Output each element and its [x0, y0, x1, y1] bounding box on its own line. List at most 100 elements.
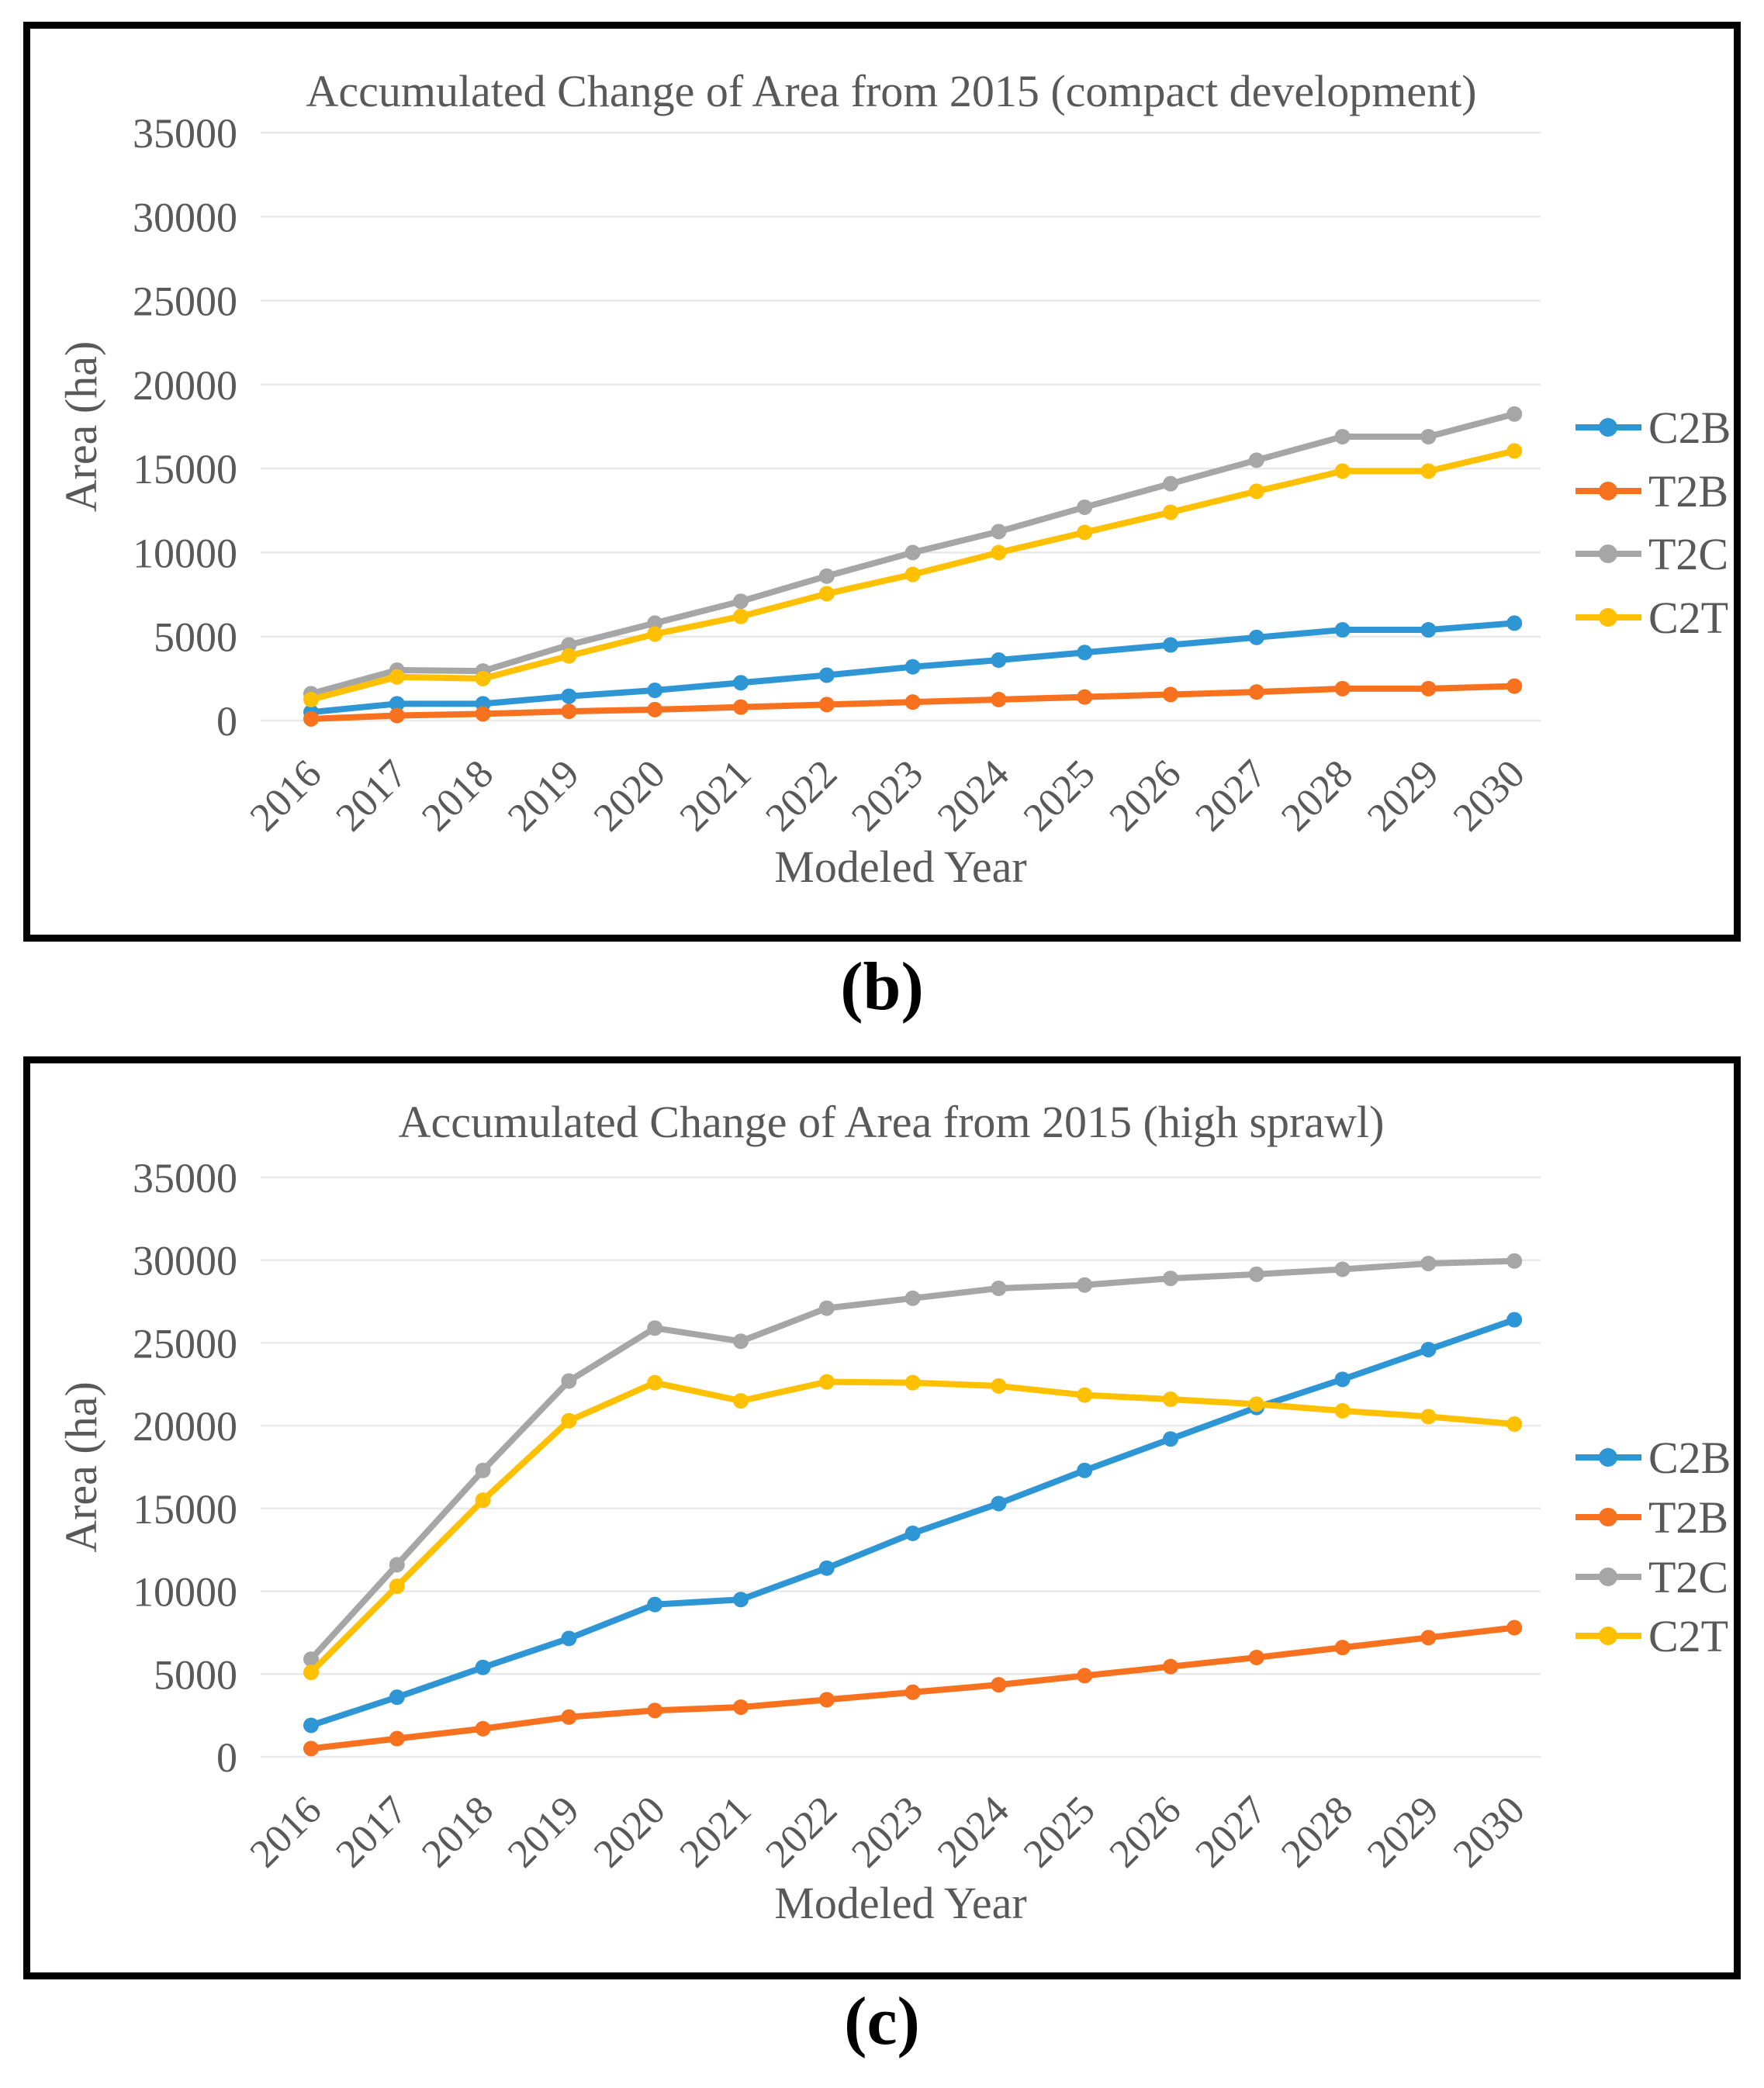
- series-marker-T2B: [904, 694, 921, 710]
- series-marker-T2C: [1506, 1253, 1523, 1269]
- series-marker-T2C: [733, 1333, 749, 1350]
- series-marker-T2C: [1077, 1277, 1093, 1293]
- series-marker-T2B: [1506, 678, 1523, 694]
- x-tick-label: 2017: [327, 1788, 416, 1876]
- series-marker-C2B: [991, 652, 1007, 669]
- x-tick-label: 2022: [757, 752, 846, 840]
- series-marker-C2T: [733, 1393, 749, 1409]
- series-marker-C2T: [303, 1665, 319, 1681]
- x-axis-title: Modeled Year: [774, 1878, 1026, 1928]
- series-marker-T2C: [1334, 428, 1351, 444]
- legend-label-C2T: C2T: [1648, 593, 1728, 643]
- series-marker-T2B: [1420, 680, 1437, 697]
- legend-item-T2B: T2B: [1575, 1492, 1728, 1543]
- series-marker-T2C: [991, 524, 1007, 540]
- y-tick-label: 0: [216, 1734, 237, 1781]
- series-marker-T2C: [1334, 1261, 1351, 1277]
- series-marker-T2B: [561, 1709, 577, 1725]
- x-tick-label: 2021: [672, 1788, 760, 1876]
- series-marker-T2C: [1163, 475, 1178, 492]
- series-marker-C2T: [1077, 1387, 1093, 1403]
- legend-item-T2B: T2B: [1575, 466, 1728, 517]
- series-marker-C2T: [991, 1378, 1007, 1394]
- series-marker-C2T: [1248, 1396, 1264, 1412]
- series-marker-C2B: [1420, 622, 1437, 638]
- x-tick-label: 2024: [929, 1788, 1018, 1876]
- series-marker-C2B: [647, 683, 663, 699]
- x-tick-label: 2026: [1102, 1788, 1190, 1876]
- legend-marker-C2B: [1599, 418, 1617, 437]
- y-tick-label: 35000: [133, 1155, 237, 1201]
- series-marker-C2B: [1077, 645, 1093, 661]
- legend-item-T2C: T2C: [1575, 529, 1728, 579]
- series-marker-T2B: [733, 1699, 749, 1715]
- legend-marker-T2C: [1599, 544, 1617, 563]
- legend-marker-T2B: [1599, 482, 1617, 500]
- series-marker-C2T: [303, 691, 319, 707]
- series-marker-C2T: [1248, 483, 1264, 500]
- legend-label-C2B: C2B: [1648, 403, 1731, 453]
- series-marker-C2T: [389, 669, 405, 685]
- series-marker-T2C: [904, 1290, 921, 1306]
- x-tick-label: 2026: [1102, 752, 1190, 840]
- series-marker-C2T: [991, 544, 1007, 561]
- series-marker-C2B: [1334, 1371, 1351, 1388]
- figure-label-c: (c): [844, 1984, 920, 2059]
- series-marker-T2B: [303, 710, 319, 727]
- series-marker-T2B: [647, 701, 663, 717]
- series-marker-C2B: [1334, 622, 1351, 638]
- series-marker-T2C: [733, 593, 749, 610]
- series-marker-T2B: [475, 1720, 491, 1737]
- series-marker-C2T: [1163, 504, 1178, 520]
- series-marker-C2B: [647, 1596, 663, 1613]
- series-marker-C2T: [475, 670, 491, 686]
- series-marker-T2B: [1077, 689, 1093, 705]
- series-marker-T2B: [1077, 1668, 1093, 1684]
- series-marker-C2T: [1420, 1409, 1437, 1425]
- series-marker-C2T: [389, 1578, 405, 1595]
- x-tick-label: 2030: [1445, 1788, 1534, 1876]
- series-marker-T2B: [1420, 1630, 1437, 1646]
- y-tick-label: 25000: [133, 278, 237, 325]
- series-marker-T2B: [1163, 1658, 1178, 1675]
- series-marker-T2C: [1420, 1255, 1437, 1271]
- y-tick-label: 25000: [133, 1320, 237, 1367]
- series-marker-C2B: [1077, 1462, 1093, 1478]
- y-tick-label: 10000: [133, 530, 237, 576]
- series-marker-C2T: [475, 1492, 491, 1509]
- series-marker-T2C: [561, 637, 577, 653]
- series-marker-T2C: [818, 568, 835, 584]
- series-marker-C2T: [561, 648, 577, 664]
- x-tick-label: 2017: [327, 752, 416, 840]
- series-marker-C2B: [1420, 1341, 1437, 1357]
- y-tick-label: 30000: [133, 1238, 237, 1284]
- legend-label-T2B: T2B: [1648, 466, 1728, 517]
- series-marker-T2C: [303, 1651, 319, 1668]
- series-marker-T2C: [561, 1373, 577, 1389]
- series-marker-T2B: [1334, 1640, 1351, 1656]
- y-tick-label: 35000: [133, 110, 237, 157]
- legend-label-C2B: C2B: [1648, 1433, 1731, 1483]
- legend-label-T2B: T2B: [1648, 1492, 1728, 1543]
- series-marker-T2B: [389, 707, 405, 724]
- series-marker-C2T: [561, 1412, 577, 1429]
- series-marker-C2B: [818, 667, 835, 683]
- series-marker-C2T: [904, 566, 921, 582]
- series-marker-T2B: [1334, 680, 1351, 697]
- y-tick-label: 5000: [154, 1651, 237, 1698]
- legend-marker-C2B: [1599, 1448, 1617, 1467]
- series-marker-C2T: [647, 626, 663, 642]
- x-tick-label: 2025: [1015, 752, 1104, 840]
- series-marker-C2T: [1334, 1402, 1351, 1419]
- series-marker-C2T: [733, 608, 749, 624]
- legend-marker-C2T: [1599, 1626, 1617, 1645]
- y-tick-label: 5000: [154, 614, 237, 661]
- series-marker-C2B: [1506, 615, 1523, 631]
- x-tick-label: 2027: [1187, 752, 1275, 840]
- series-marker-C2B: [561, 688, 577, 704]
- x-tick-label: 2024: [929, 752, 1018, 840]
- series-marker-T2B: [991, 691, 1007, 707]
- figure-label-b: (b): [840, 949, 924, 1025]
- series-marker-T2C: [991, 1280, 1007, 1296]
